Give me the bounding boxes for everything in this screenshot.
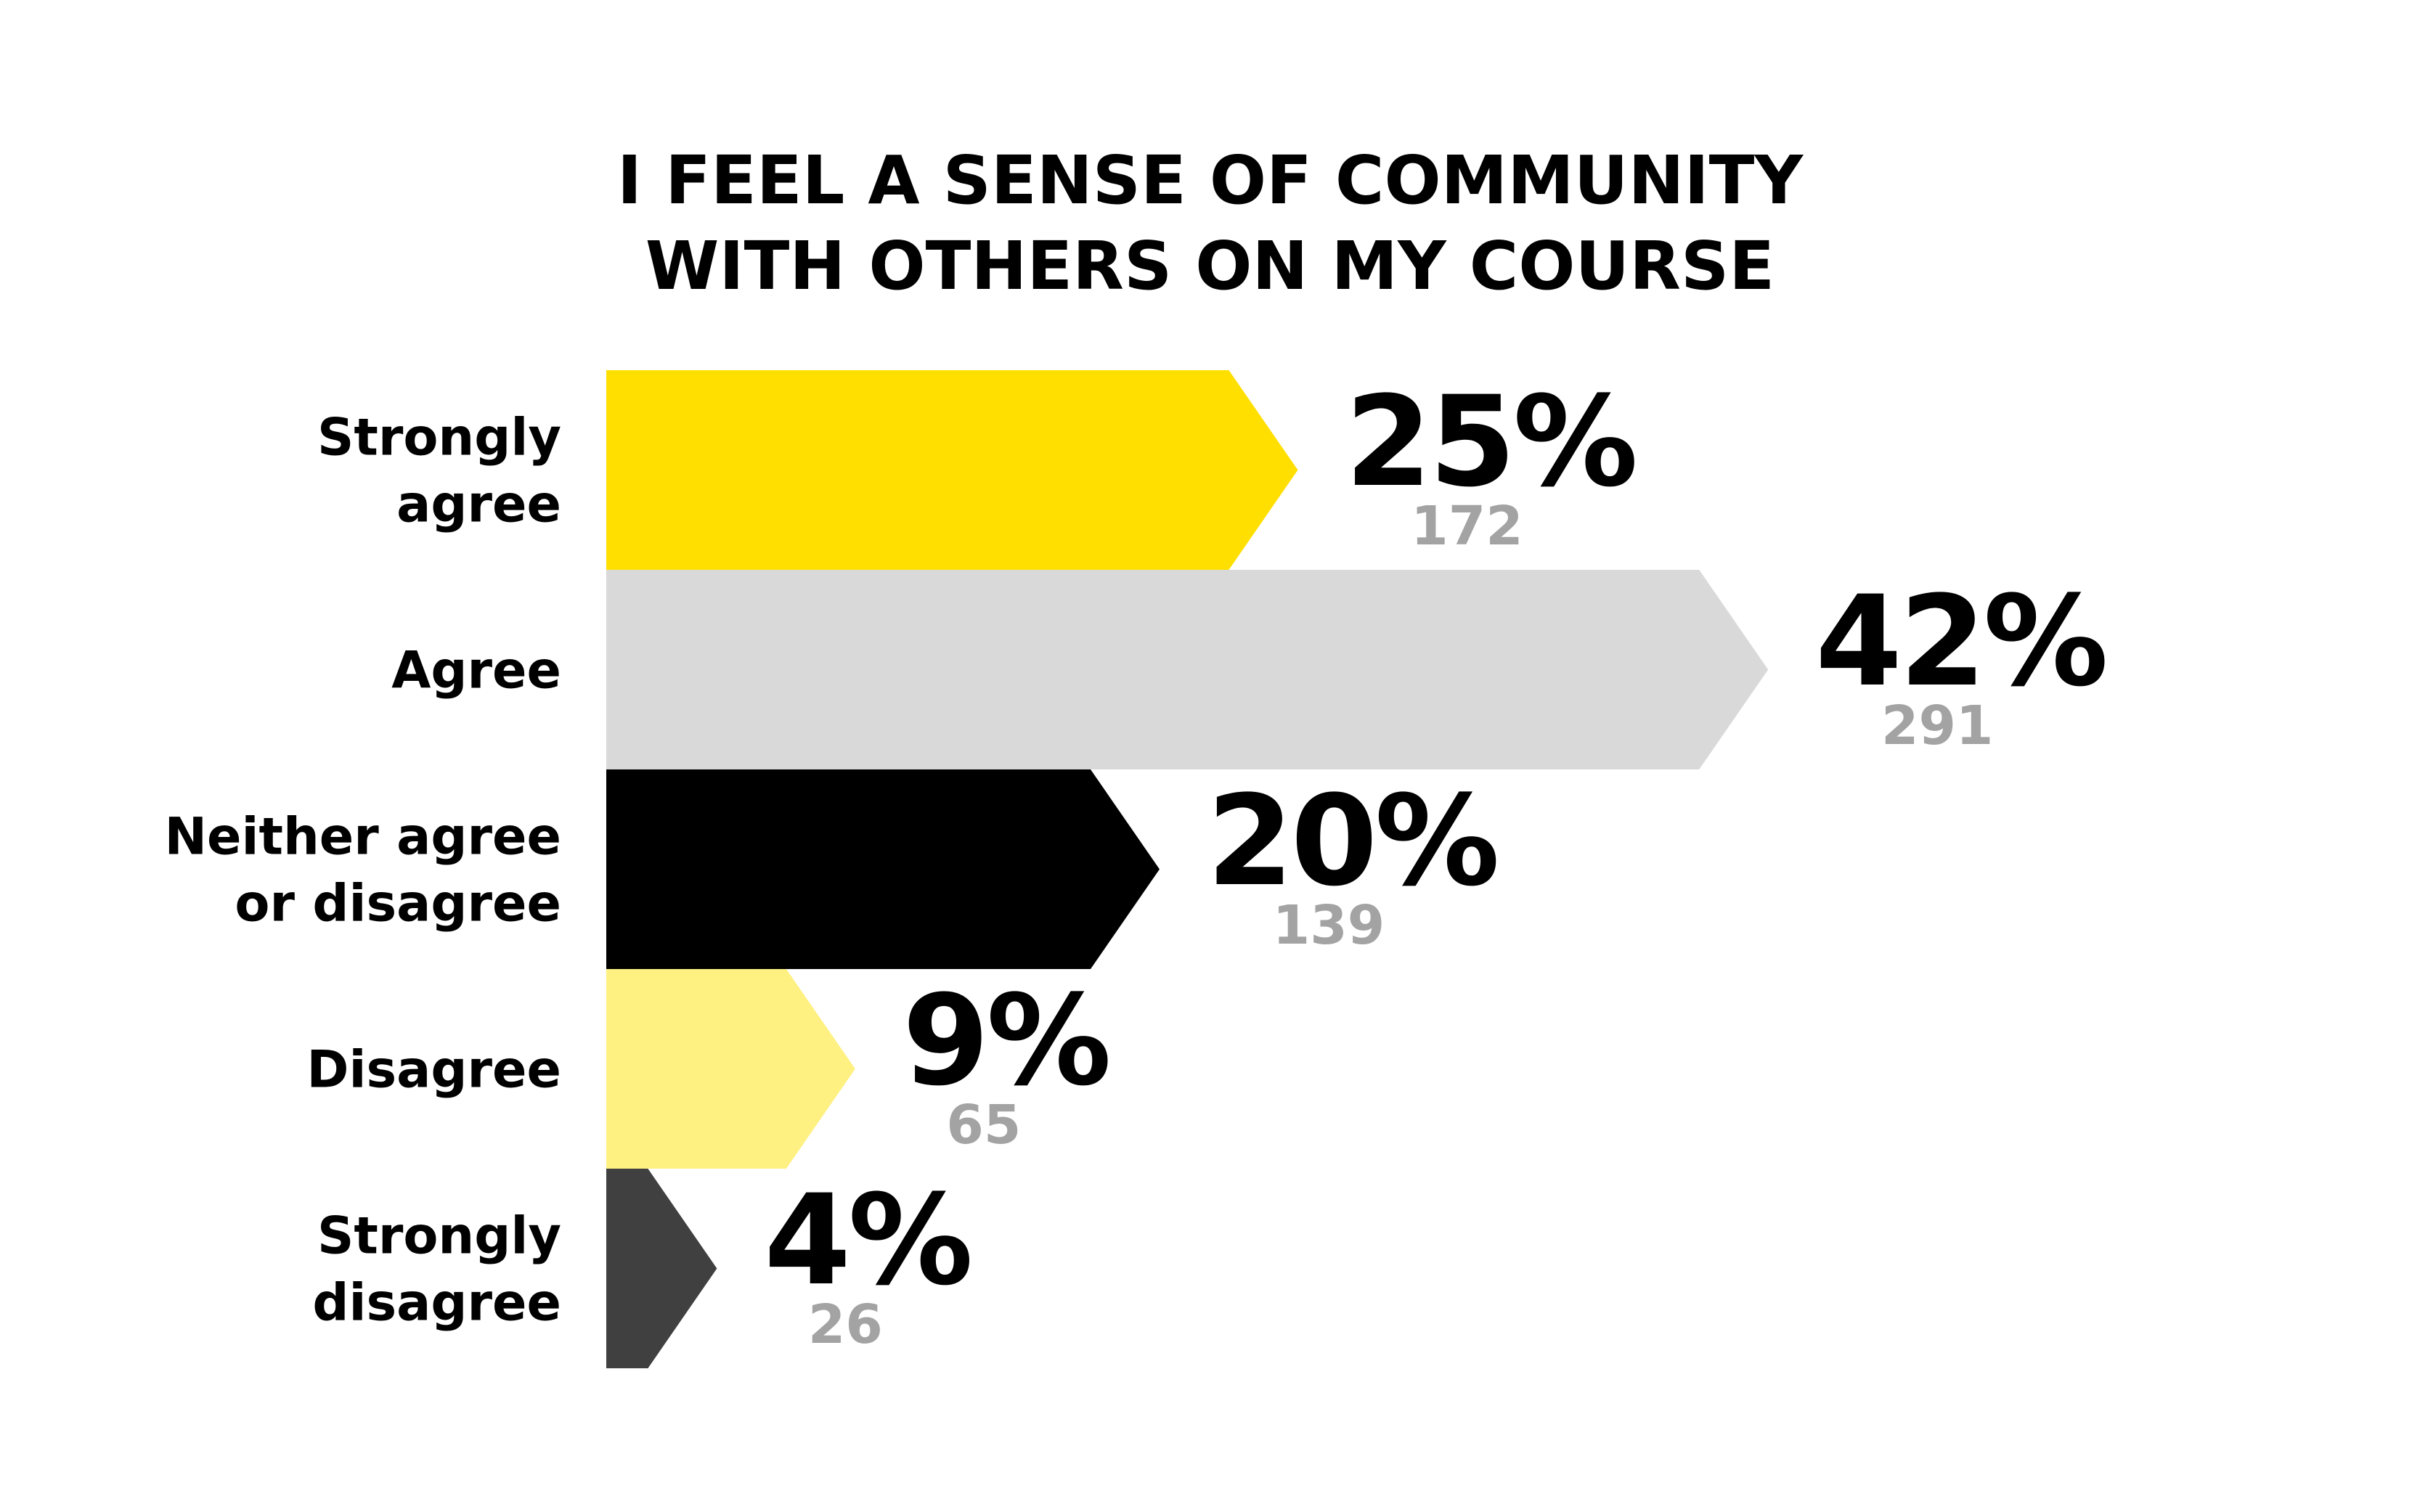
value-label: 42%	[1815, 568, 2106, 714]
category-label: Disagree	[306, 1040, 561, 1100]
chart-title-line-1: I FEEL A SENSE OF COMMUNITY	[616, 142, 1804, 219]
bar	[606, 969, 855, 1169]
bar	[606, 370, 1298, 570]
count-label: 65	[946, 1094, 1021, 1156]
category-label: Agree	[391, 641, 561, 700]
bar	[606, 570, 1769, 769]
count-label: 291	[1881, 695, 1993, 757]
category-label: Neither agree or disagree	[164, 807, 561, 933]
count-label: 172	[1411, 495, 1523, 557]
category-label: Strongly disagree	[312, 1206, 561, 1333]
value-label: 9%	[903, 968, 1109, 1113]
bars-layer	[606, 370, 1769, 1368]
chart-title: I FEEL A SENSE OF COMMUNITY WITH OTHERS …	[0, 138, 2420, 309]
count-label: 26	[808, 1294, 883, 1356]
labels-layer: Strongly agree 25%172 Agree 42%291 Neither ag…	[164, 369, 2108, 1356]
chart-title-line-2: WITH OTHERS ON MY COURSE	[645, 227, 1775, 305]
category-label: Strongly agree	[317, 408, 561, 534]
bar	[606, 1169, 717, 1368]
value-label: 4%	[764, 1167, 970, 1313]
count-label: 139	[1273, 894, 1385, 957]
bar	[606, 769, 1160, 969]
value-label: 25%	[1345, 369, 1636, 515]
value-label: 20%	[1207, 768, 1497, 914]
